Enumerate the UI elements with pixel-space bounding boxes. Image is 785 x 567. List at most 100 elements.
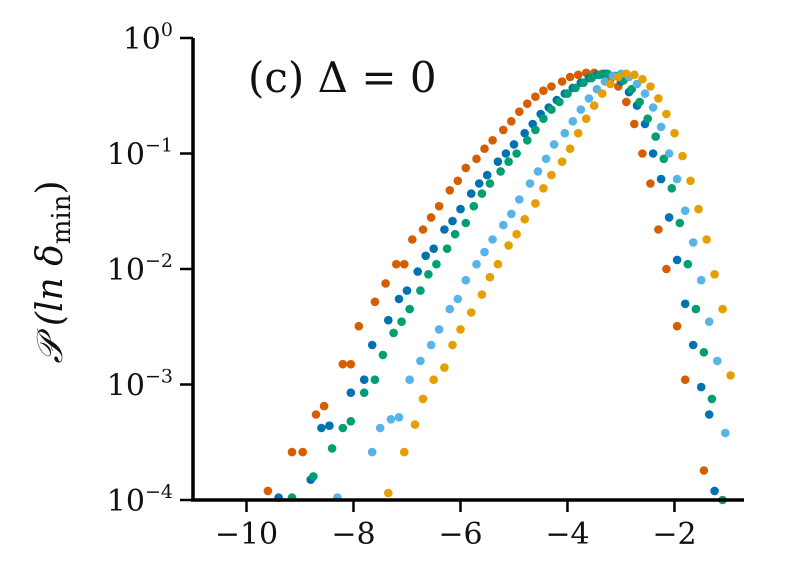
data-point-s3-31 xyxy=(579,78,588,87)
data-point-s4-43 xyxy=(721,428,730,438)
data-point-s3-24 xyxy=(523,136,532,145)
data-point-s5-34 xyxy=(678,151,687,161)
data-point-s2-23 xyxy=(520,128,529,138)
y-tick-label: 10−4 xyxy=(107,481,173,519)
data-point-s3-33 xyxy=(595,70,604,80)
data-point-s1-22 xyxy=(488,136,497,145)
data-point-s5-28 xyxy=(630,70,639,80)
data-point-s3-16 xyxy=(450,229,460,239)
data-point-s5-32 xyxy=(662,109,671,119)
data-point-s4-35 xyxy=(656,122,666,132)
data-point-s4-36 xyxy=(664,149,674,158)
data-point-s3-47 xyxy=(707,394,717,404)
data-point-s1-6 xyxy=(338,359,348,369)
data-point-s4-24 xyxy=(568,117,578,126)
data-point-s1-19 xyxy=(461,163,471,173)
data-point-s1-14 xyxy=(418,225,428,234)
data-point-s1-18 xyxy=(453,176,463,186)
data-point-s3-18 xyxy=(469,201,479,211)
data-point-s5-36 xyxy=(694,204,703,214)
data-point-s4-7 xyxy=(416,356,425,366)
data-point-s3-15 xyxy=(442,244,452,253)
data-point-s3-41 xyxy=(659,154,669,164)
data-point-s3-27 xyxy=(547,105,556,114)
data-point-s4-41 xyxy=(704,317,714,327)
data-point-s2-41 xyxy=(664,213,674,222)
data-point-s1-39 xyxy=(630,119,639,129)
data-points xyxy=(263,68,735,505)
data-point-s5-20 xyxy=(565,144,575,153)
data-point-s5-8 xyxy=(456,325,465,334)
data-point-s4-2 xyxy=(367,447,377,457)
x-tick-label: −6 xyxy=(438,517,482,552)
data-point-s3-32 xyxy=(587,73,596,83)
data-point-s5-24 xyxy=(597,89,607,98)
data-point-s4-19 xyxy=(525,179,535,188)
data-point-s2-5 xyxy=(346,388,356,398)
data-point-s5-37 xyxy=(702,235,711,244)
data-point-s1-31 xyxy=(565,72,575,82)
data-point-s1-46 xyxy=(699,466,709,475)
data-point-s2-47 xyxy=(710,486,719,496)
data-point-s1-1 xyxy=(263,486,273,496)
data-point-s1-42 xyxy=(654,225,663,234)
data-point-s3-9 xyxy=(389,328,398,338)
data-point-s1-45 xyxy=(680,375,690,385)
data-point-s5-33 xyxy=(670,128,679,138)
data-point-s4-13 xyxy=(472,259,481,269)
data-point-s2-42 xyxy=(672,255,682,265)
data-point-s2-22 xyxy=(509,140,519,149)
data-point-s1-17 xyxy=(445,186,455,195)
y-tick-label: 100 xyxy=(123,19,173,57)
x-tick-label: −10 xyxy=(215,517,278,552)
data-point-s2-16 xyxy=(456,204,465,214)
data-point-s4-9 xyxy=(434,325,444,334)
data-point-s5-39 xyxy=(718,304,727,314)
data-point-s4-20 xyxy=(533,167,543,176)
y-tick-label: 10−1 xyxy=(107,135,173,173)
data-point-s1-20 xyxy=(472,154,481,164)
data-point-s1-9 xyxy=(370,297,380,307)
x-tick-label: −2 xyxy=(652,517,696,552)
data-point-s2-39 xyxy=(648,149,658,158)
data-point-s4-4 xyxy=(386,415,396,424)
data-point-s3-30 xyxy=(571,83,580,93)
data-point-s5-25 xyxy=(606,79,615,89)
data-point-s3-22 xyxy=(504,157,513,166)
data-point-s1-3 xyxy=(298,447,308,457)
data-point-s2-17 xyxy=(466,189,476,198)
data-point-s3-29 xyxy=(563,89,572,98)
data-point-s1-29 xyxy=(547,82,556,91)
data-point-s4-39 xyxy=(688,238,698,247)
data-point-s4-17 xyxy=(507,209,516,219)
data-point-s3-40 xyxy=(651,132,660,141)
data-point-s5-11 xyxy=(485,272,495,282)
data-point-s1-27 xyxy=(531,92,540,101)
data-point-s1-40 xyxy=(638,149,647,158)
data-point-s2-40 xyxy=(656,174,666,184)
data-point-s5-5 xyxy=(429,375,439,385)
data-point-s1-26 xyxy=(523,99,532,108)
data-point-s2-3 xyxy=(317,423,326,433)
y-axis-label: 𝒫 (ln δmin) xyxy=(30,180,77,363)
data-point-s4-21 xyxy=(541,154,551,164)
data-point-s2-13 xyxy=(429,244,439,253)
data-point-s5-22 xyxy=(581,114,591,123)
data-point-s1-15 xyxy=(426,213,436,222)
data-point-s4-15 xyxy=(488,235,497,244)
data-point-s2-20 xyxy=(493,157,503,166)
data-point-s4-10 xyxy=(445,304,455,314)
data-point-s2-12 xyxy=(421,251,431,261)
data-point-s2-15 xyxy=(448,216,457,226)
data-point-s1-24 xyxy=(507,117,516,126)
axis-ticks: −10 −8 −6 −4 −2 10−4 10−3 10−2 10−1 100 xyxy=(107,19,697,552)
data-point-s5-9 xyxy=(466,308,476,317)
data-point-s5-6 xyxy=(440,363,449,372)
data-point-s4-3 xyxy=(375,423,385,433)
data-point-s1-30 xyxy=(557,77,567,86)
data-point-s4-12 xyxy=(461,275,471,285)
data-point-s4-40 xyxy=(696,275,706,285)
data-point-s2-8 xyxy=(384,315,393,325)
data-point-s3-10 xyxy=(397,317,406,327)
